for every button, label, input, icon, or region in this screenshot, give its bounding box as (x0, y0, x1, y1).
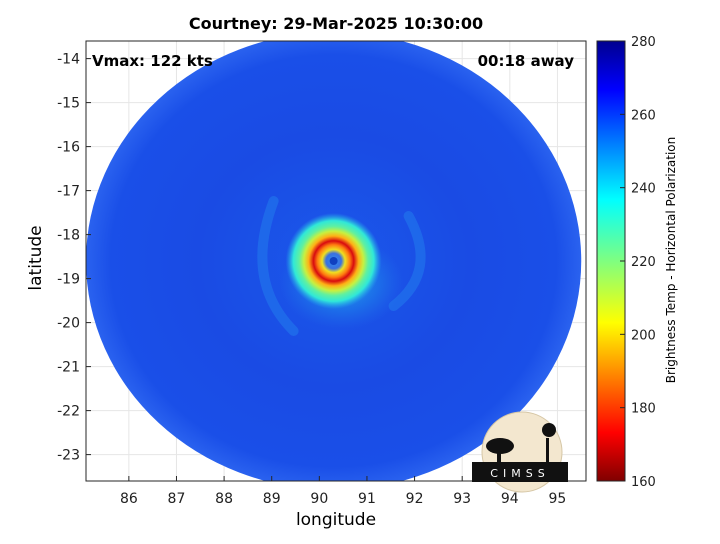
vmax-annotation: Vmax: 122 kts (92, 52, 213, 70)
microwave-swath (86, 41, 582, 481)
colorbar-tick-label: 200 (631, 328, 656, 343)
colorbar-tick-label: 260 (631, 108, 656, 123)
y-tick-label: -22 (57, 404, 80, 420)
storm-eye (329, 257, 338, 265)
rain-band (388, 211, 426, 311)
tower-icon (546, 438, 549, 462)
axes-frame (85, 40, 587, 482)
y-tick-label: -20 (57, 316, 80, 332)
logo-banner (472, 462, 568, 482)
x-tick-label: 90 (310, 491, 328, 507)
colorbar-label: Brightness Temp - Horizontal Polarizatio… (664, 136, 678, 384)
x-tick-label: 88 (215, 491, 233, 507)
colorbar-ticks: 160 180 200 220 240 260 280 (620, 35, 656, 490)
dish-icon (497, 448, 501, 462)
logo-text: CIMSS (490, 467, 549, 480)
x-tick-label: 89 (263, 491, 281, 507)
y-tick-label: -19 (57, 272, 80, 288)
y-tick-label: -14 (57, 52, 80, 68)
colorbar-tick-label: 220 (631, 255, 656, 270)
y-axis-label: latitude (26, 225, 46, 291)
tower-icon (542, 423, 556, 437)
rain-band (257, 196, 299, 336)
y-tick-label: -23 (57, 448, 80, 464)
cimss-logo: CIMSS (472, 411, 568, 493)
y-tick-label: -17 (57, 184, 80, 200)
y-tick-label: -15 (57, 96, 80, 112)
x-tick-label: 87 (168, 491, 186, 507)
x-tick-label: 91 (358, 491, 376, 507)
x-tick-label: 92 (406, 491, 424, 507)
colorbar-tick-label: 240 (631, 182, 656, 197)
x-tick-label: 93 (453, 491, 471, 507)
x-axis-label: longitude (295, 510, 377, 530)
y-tick-label: -21 (57, 360, 80, 376)
colorbar-tick-label: 280 (631, 35, 656, 50)
x-tick-label: 86 (120, 491, 138, 507)
dish-icon (486, 438, 514, 454)
time-offset-annotation: 00:18 away (477, 52, 574, 70)
page-title: Courtney: 29-Mar-2025 10:30:00 (188, 14, 484, 33)
rain-bands (257, 196, 426, 336)
colorbar-tick-label: 160 (631, 475, 656, 490)
colorbar-tick-label: 180 (631, 402, 656, 417)
y-tick-label: -18 (57, 228, 80, 244)
x-tick-label: 94 (501, 491, 519, 507)
axis-ticks: 86 87 88 89 90 91 92 93 94 95 -14 -15 -16 -17 -18 -19 -2… (57, 52, 566, 507)
y-tick-label: -16 (57, 140, 80, 156)
x-tick-label: 95 (549, 491, 567, 507)
